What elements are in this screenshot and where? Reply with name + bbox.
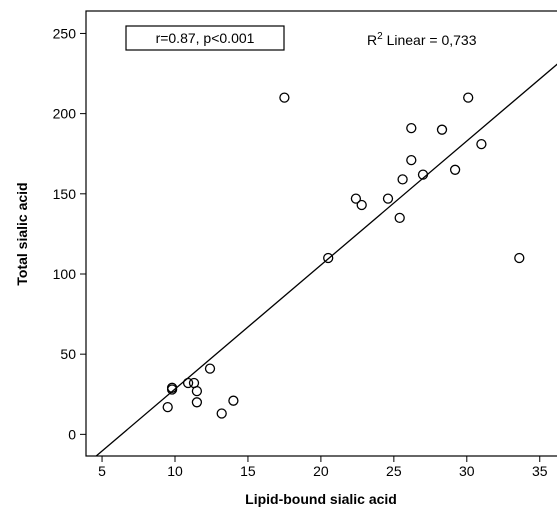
x-tick-label: 15 — [240, 463, 256, 479]
y-tick-label: 250 — [53, 25, 77, 41]
r2-annotation-text: Linear = 0,733 — [383, 32, 477, 48]
y-axis-title: Total sialic acid — [14, 182, 30, 285]
data-point — [162, 401, 173, 413]
x-axis-title: Lipid-bound sialic acid — [245, 491, 397, 507]
fit-line-layer — [95, 63, 557, 456]
data-point — [397, 174, 408, 185]
y-axis-ticks: 0 50 100 150 200 250 — [53, 25, 86, 442]
data-point — [394, 212, 405, 224]
data-point — [514, 252, 525, 264]
data-point — [228, 395, 239, 406]
x-tick-label: 10 — [167, 463, 183, 479]
x-tick-label: 20 — [313, 463, 329, 479]
points-layer — [162, 92, 525, 419]
x-axis-ticks: 5 10 15 20 25 30 35 — [98, 456, 548, 479]
y-tick-label: 0 — [68, 426, 76, 442]
y-tick-label: 150 — [53, 186, 77, 202]
y-tick-label: 100 — [53, 266, 77, 282]
x-tick-label: 30 — [459, 463, 475, 479]
data-point — [166, 382, 178, 393]
data-point — [279, 92, 290, 103]
x-tick-label: 5 — [98, 463, 106, 479]
plot-frame — [85, 10, 557, 457]
data-point — [436, 124, 448, 135]
data-point — [204, 363, 216, 374]
data-point — [182, 377, 194, 389]
x-tick-label: 25 — [386, 463, 402, 479]
y-tick-label: 200 — [53, 106, 77, 122]
data-point — [463, 92, 474, 103]
r2-annotation-prefix: R — [367, 32, 377, 48]
data-point — [350, 193, 362, 204]
stats-annotation-box — [125, 25, 285, 51]
r2-annotation-superscript: 2 — [377, 31, 383, 42]
data-point — [191, 397, 203, 408]
y-tick-label: 50 — [60, 346, 76, 362]
data-point — [216, 408, 227, 419]
data-point — [449, 164, 461, 175]
r2-annotation: R2 Linear = 0,733 — [367, 31, 477, 48]
data-point — [191, 385, 203, 397]
x-tick-label: 35 — [532, 463, 548, 479]
data-point — [382, 193, 394, 204]
data-point — [417, 169, 429, 180]
data-point — [323, 252, 334, 264]
data-point — [406, 122, 417, 134]
data-point — [356, 199, 367, 211]
stats-annotation: r=0.87, p<0.001 — [156, 30, 255, 46]
data-point — [476, 138, 487, 150]
regression-line — [95, 63, 557, 456]
data-point — [406, 154, 417, 166]
